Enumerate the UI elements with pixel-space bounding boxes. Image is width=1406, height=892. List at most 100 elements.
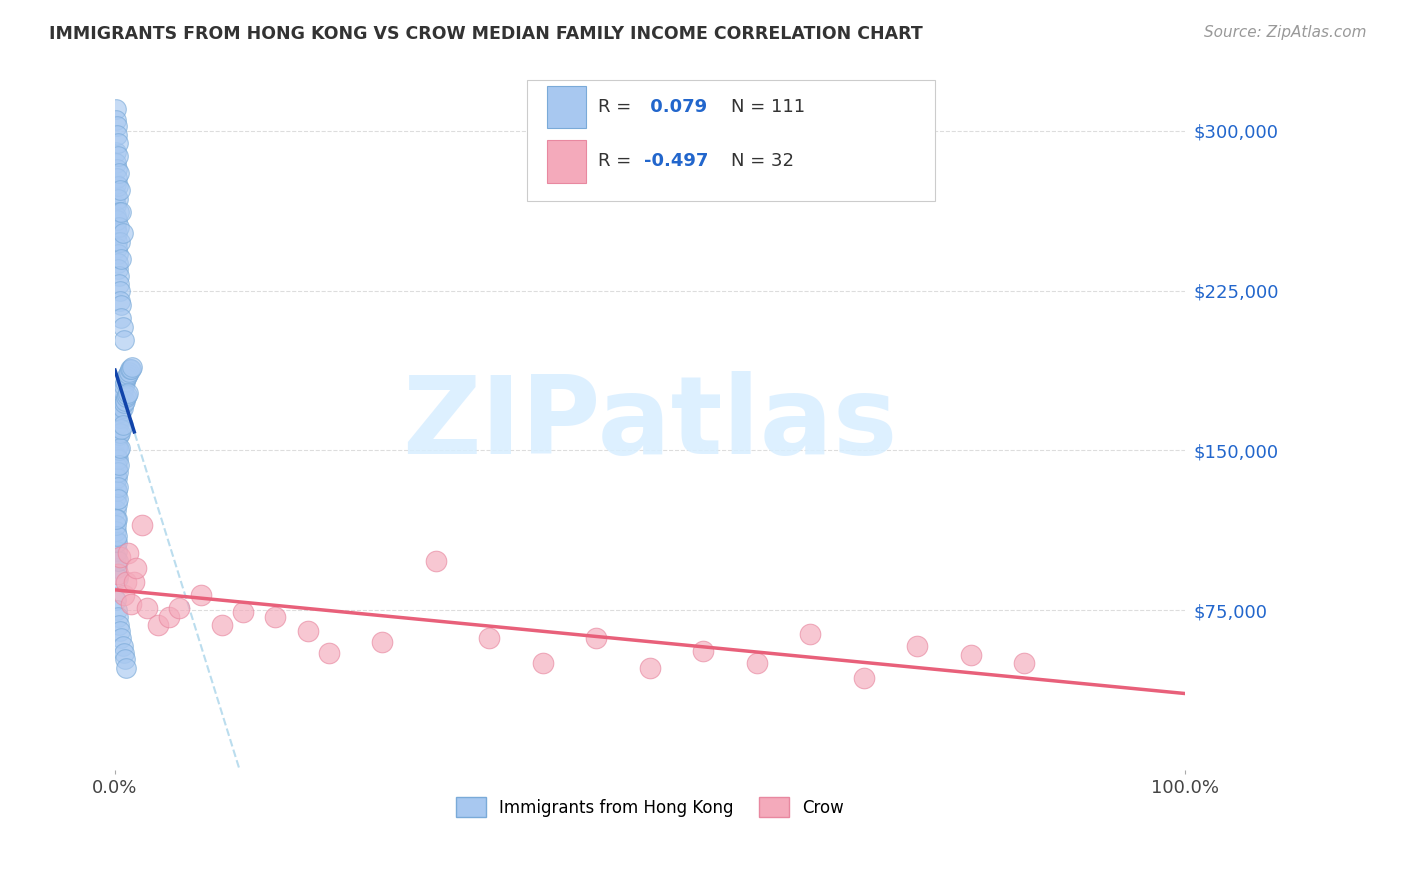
Point <box>105 603 128 617</box>
Point <box>108 204 131 219</box>
Point <box>110 405 132 419</box>
Point <box>264 609 287 624</box>
Legend: Immigrants from Hong Kong, Crow: Immigrants from Hong Kong, Crow <box>450 790 851 824</box>
Point <box>117 367 139 381</box>
Point <box>110 411 132 425</box>
Point <box>105 479 128 493</box>
Point <box>108 416 131 430</box>
Point <box>105 170 128 185</box>
Point <box>108 618 131 632</box>
Point <box>112 379 135 393</box>
Point <box>114 575 136 590</box>
Point <box>105 458 128 473</box>
Point <box>110 396 132 410</box>
Point <box>108 428 131 442</box>
Text: R =: R = <box>598 98 637 116</box>
Point <box>114 394 136 409</box>
Text: IMMIGRANTS FROM HONG KONG VS CROW MEDIAN FAMILY INCOME CORRELATION CHART: IMMIGRANTS FROM HONG KONG VS CROW MEDIAN… <box>49 25 922 43</box>
Point <box>105 524 128 539</box>
Point <box>371 635 394 649</box>
Point <box>110 426 132 441</box>
Point <box>136 601 159 615</box>
Point <box>107 566 129 581</box>
Point <box>108 277 131 292</box>
Text: N = 111: N = 111 <box>731 98 806 116</box>
Point <box>110 624 132 639</box>
Point <box>105 433 128 447</box>
Point <box>905 640 928 654</box>
Point <box>638 661 661 675</box>
Point <box>105 543 128 558</box>
Point <box>105 469 128 483</box>
Point <box>105 448 128 462</box>
Point <box>318 646 340 660</box>
Point <box>105 592 128 607</box>
Point <box>114 375 136 389</box>
Point <box>105 450 128 464</box>
Point <box>110 204 132 219</box>
Point <box>105 155 128 169</box>
Text: R =: R = <box>598 153 637 170</box>
Point <box>112 588 135 602</box>
Point <box>125 560 148 574</box>
Point <box>131 517 153 532</box>
Point <box>105 483 128 498</box>
Point <box>110 441 132 455</box>
Point <box>157 609 180 624</box>
Point <box>111 640 134 654</box>
Point <box>105 145 128 159</box>
Point <box>110 235 132 249</box>
Point <box>146 618 169 632</box>
Point <box>107 554 129 568</box>
Point <box>799 626 821 640</box>
Point <box>110 631 132 645</box>
Point <box>107 247 129 261</box>
Point <box>297 624 319 639</box>
Point <box>105 528 128 542</box>
Point <box>105 128 128 142</box>
Point <box>110 183 132 197</box>
Point <box>105 120 128 134</box>
Text: ZIPatlas: ZIPatlas <box>402 371 897 476</box>
Point <box>105 241 128 255</box>
Text: -0.497: -0.497 <box>644 153 709 170</box>
Point <box>115 388 138 402</box>
Point <box>110 284 132 298</box>
Text: Source: ZipAtlas.com: Source: ZipAtlas.com <box>1204 25 1367 40</box>
Point <box>211 618 233 632</box>
Point <box>105 219 128 234</box>
Point <box>107 179 129 194</box>
Point <box>112 333 135 347</box>
Point <box>959 648 981 662</box>
Point <box>107 492 129 507</box>
Point <box>478 631 501 645</box>
Point <box>114 661 136 675</box>
Point <box>105 533 128 547</box>
Point <box>111 417 134 432</box>
Point <box>110 294 132 309</box>
Point <box>107 426 129 441</box>
Point <box>117 385 139 400</box>
Point <box>108 458 131 473</box>
Point <box>118 362 141 376</box>
Point <box>232 605 254 619</box>
Text: 0.079: 0.079 <box>644 98 707 116</box>
Point <box>107 479 129 493</box>
Point <box>117 546 139 560</box>
Point <box>120 362 142 376</box>
Point <box>105 113 128 128</box>
Point <box>108 166 131 180</box>
Point <box>105 490 128 504</box>
Point <box>105 213 128 227</box>
Point <box>110 549 132 564</box>
Point <box>110 422 132 436</box>
Point <box>105 471 128 485</box>
Point <box>112 396 135 410</box>
Point <box>111 384 134 398</box>
Point <box>107 451 129 466</box>
Point <box>111 226 134 240</box>
Point <box>1012 657 1035 671</box>
Point <box>692 643 714 657</box>
Point <box>110 390 132 404</box>
Point <box>110 311 132 326</box>
